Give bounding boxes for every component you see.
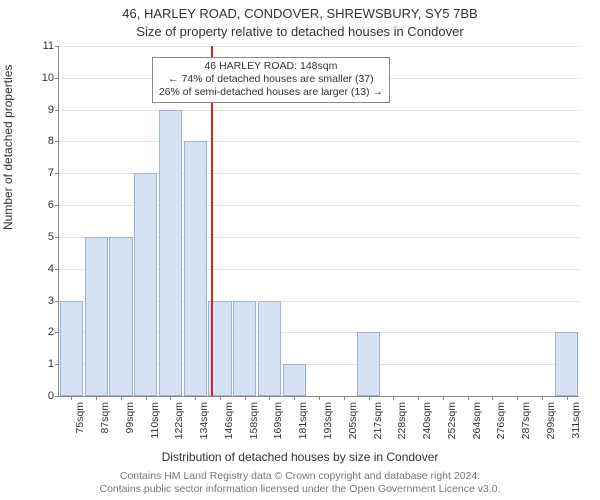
histogram-bar [85, 237, 108, 396]
y-tick-label: 6 [34, 199, 54, 211]
footer-attribution: Contains HM Land Registry data © Crown c… [0, 470, 600, 496]
x-tick-label: 240sqm [421, 402, 433, 452]
x-tickmark [121, 396, 122, 400]
histogram-bar [60, 301, 83, 396]
histogram-bar [233, 301, 256, 396]
y-tick-label: 8 [34, 135, 54, 147]
gridline [59, 110, 579, 111]
x-tick-label: 110sqm [149, 402, 161, 452]
x-tickmark [146, 396, 147, 400]
x-tick-label: 158sqm [248, 402, 260, 452]
y-tickmark [55, 141, 59, 142]
histogram-bar [134, 173, 157, 396]
x-tick-label: 205sqm [347, 402, 359, 452]
title-subtitle: Size of property relative to detached ho… [0, 24, 600, 39]
y-tickmark [55, 364, 59, 365]
x-tick-label: 122sqm [173, 402, 185, 452]
x-tickmark [567, 396, 568, 400]
x-tickmark [294, 396, 295, 400]
histogram-bar [159, 110, 182, 396]
y-tick-label: 0 [34, 390, 54, 402]
y-tickmark [55, 269, 59, 270]
title-address: 46, HARLEY ROAD, CONDOVER, SHREWSBURY, S… [0, 6, 600, 21]
y-tick-label: 9 [34, 104, 54, 116]
y-tick-label: 7 [34, 167, 54, 179]
annotation-line1: 46 HARLEY ROAD: 148sqm [159, 60, 383, 73]
y-tickmark [55, 78, 59, 79]
annotation-line2: ← 74% of detached houses are smaller (37… [159, 73, 383, 86]
x-tickmark [344, 396, 345, 400]
histogram-plot: 46 HARLEY ROAD: 148sqm ← 74% of detached… [58, 46, 579, 397]
x-tick-label: 287sqm [520, 402, 532, 452]
histogram-bar [184, 141, 207, 396]
x-tickmark [418, 396, 419, 400]
y-tick-label: 10 [34, 72, 54, 84]
footer-line1: Contains HM Land Registry data © Crown c… [0, 470, 600, 483]
y-tick-label: 3 [34, 295, 54, 307]
x-tickmark [369, 396, 370, 400]
y-tickmark [55, 237, 59, 238]
y-tickmark [55, 46, 59, 47]
y-tickmark [55, 205, 59, 206]
histogram-bar [555, 332, 578, 396]
y-tick-label: 4 [34, 263, 54, 275]
x-tickmark [443, 396, 444, 400]
annotation-box: 46 HARLEY ROAD: 148sqm ← 74% of detached… [152, 57, 390, 103]
x-tick-label: 264sqm [471, 402, 483, 452]
x-tickmark [220, 396, 221, 400]
y-tick-label: 5 [34, 231, 54, 243]
histogram-bar [258, 301, 281, 396]
x-tick-label: 134sqm [198, 402, 210, 452]
x-tickmark [170, 396, 171, 400]
y-tickmark [55, 332, 59, 333]
x-tick-label: 146sqm [223, 402, 235, 452]
y-tickmark [55, 110, 59, 111]
x-tickmark [393, 396, 394, 400]
histogram-bar [283, 364, 306, 396]
histogram-bar [357, 332, 380, 396]
x-tick-label: 181sqm [297, 402, 309, 452]
x-tickmark [269, 396, 270, 400]
gridline [59, 141, 579, 142]
x-tickmark [517, 396, 518, 400]
x-tick-label: 87sqm [99, 402, 111, 452]
histogram-bar [109, 237, 132, 396]
y-tick-label: 1 [34, 358, 54, 370]
x-tick-label: 75sqm [74, 402, 86, 452]
x-tickmark [195, 396, 196, 400]
x-tickmark [245, 396, 246, 400]
x-tick-label: 217sqm [372, 402, 384, 452]
y-tickmark [55, 173, 59, 174]
footer-line2: Contains public sector information licen… [0, 483, 600, 496]
x-tick-label: 311sqm [570, 402, 582, 452]
y-tickmark [55, 396, 59, 397]
x-tick-label: 299sqm [545, 402, 557, 452]
x-tickmark [468, 396, 469, 400]
x-tick-label: 169sqm [272, 402, 284, 452]
annotation-line3: 26% of semi-detached houses are larger (… [159, 86, 383, 99]
x-tickmark [96, 396, 97, 400]
x-tickmark [542, 396, 543, 400]
x-tickmark [71, 396, 72, 400]
y-tick-label: 11 [34, 40, 54, 52]
x-tick-label: 252sqm [446, 402, 458, 452]
y-axis-label: Number of detached properties [1, 65, 15, 230]
x-tick-label: 193sqm [322, 402, 334, 452]
y-tick-label: 2 [34, 326, 54, 338]
x-tickmark [319, 396, 320, 400]
y-tickmark [55, 301, 59, 302]
x-tick-label: 276sqm [495, 402, 507, 452]
x-tickmark [492, 396, 493, 400]
gridline [59, 46, 579, 47]
x-axis-label: Distribution of detached houses by size … [0, 450, 600, 464]
x-tick-label: 99sqm [124, 402, 136, 452]
x-tick-label: 228sqm [396, 402, 408, 452]
